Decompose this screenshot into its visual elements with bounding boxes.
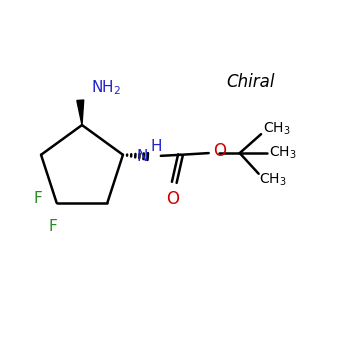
Text: F: F (34, 191, 42, 206)
Text: NH$_2$: NH$_2$ (91, 78, 121, 97)
Text: O: O (166, 190, 179, 208)
Text: CH$_3$: CH$_3$ (269, 145, 297, 161)
Text: Chiral: Chiral (226, 73, 275, 91)
Text: N: N (136, 149, 148, 164)
Text: CH$_3$: CH$_3$ (259, 172, 286, 188)
Polygon shape (77, 100, 84, 125)
Text: H: H (150, 139, 162, 154)
Text: CH$_3$: CH$_3$ (263, 121, 291, 137)
Text: O: O (213, 142, 226, 160)
Text: F: F (48, 219, 57, 234)
